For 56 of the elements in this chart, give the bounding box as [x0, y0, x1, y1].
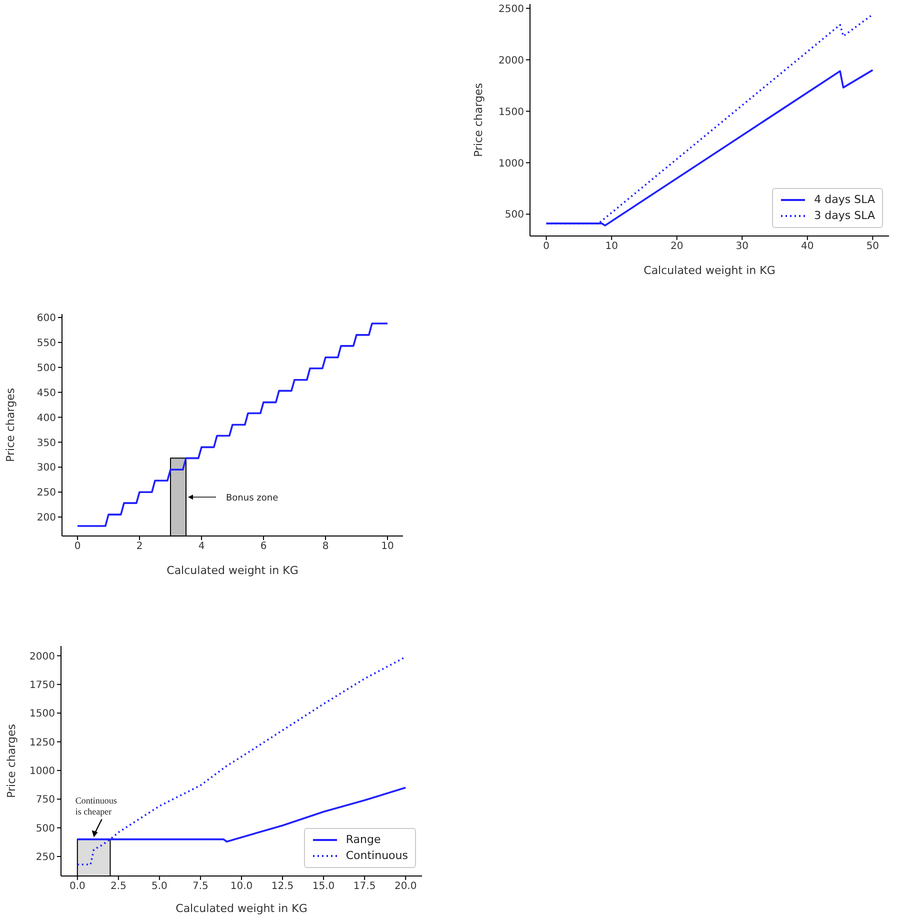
- x-tick-label: 17.5: [353, 881, 376, 892]
- x-tick-label: 2.5: [110, 881, 126, 892]
- y-tick-label: 600: [36, 313, 56, 324]
- x-tick-label: 0.0: [69, 881, 86, 892]
- x-axis-title: Calculated weight in KG: [644, 264, 776, 277]
- y-tick-label: 250: [36, 488, 56, 499]
- x-tick-label: 50: [866, 241, 880, 252]
- y-tick-label: 1500: [30, 708, 55, 720]
- x-tick-label: 7.5: [192, 881, 208, 892]
- x-tick-label: 0: [543, 241, 550, 252]
- x-tick-label: 20.0: [394, 881, 417, 892]
- y-tick-label: 1500: [498, 106, 524, 118]
- x-tick-label: 8: [322, 541, 329, 552]
- x-tick-label: 40: [801, 241, 814, 252]
- x-tick-label: 30: [736, 241, 749, 252]
- x-tick-label: 15.0: [312, 881, 335, 892]
- x-tick-label: 10: [605, 241, 618, 252]
- x-tick-label: 12.5: [271, 881, 294, 892]
- x-tick-label: 6: [260, 541, 267, 552]
- y-tick-label: 2500: [498, 4, 524, 15]
- y-tick-label: 1000: [498, 158, 524, 170]
- x-axis-title: Calculated weight in KG: [176, 902, 308, 915]
- x-tick-label: 2: [136, 541, 143, 552]
- legend-label: Range: [346, 832, 381, 848]
- y-axis-title: Price charges: [4, 724, 18, 798]
- y-tick-label: 350: [36, 438, 56, 449]
- y-tick-label: 550: [36, 338, 56, 349]
- legend-label: 3 days SLA: [814, 208, 875, 224]
- x-axis-title: Calculated weight in KG: [166, 564, 298, 577]
- x-tick-label: 0: [74, 541, 81, 552]
- y-axis-title: Price charges: [4, 388, 17, 462]
- y-tick-label: 300: [36, 462, 56, 474]
- y-axis-title: Price charges: [472, 82, 485, 157]
- y-tick-label: 1250: [30, 737, 55, 748]
- y-tick-label: 250: [36, 852, 55, 864]
- y-tick-label: 2000: [498, 55, 524, 66]
- x-tick-label: 10: [381, 541, 394, 552]
- y-tick-label: 400: [36, 412, 56, 424]
- y-tick-label: 2000: [30, 651, 55, 662]
- y-tick-label: 450: [36, 388, 56, 399]
- legend-label: 4 days SLA: [814, 192, 875, 208]
- x-tick-label: 5.0: [152, 881, 168, 892]
- band-label: Continuous is cheaper: [75, 795, 118, 816]
- x-tick-label: 4: [198, 541, 205, 552]
- band-label: Bonus zone: [226, 494, 279, 504]
- x-tick-label: 10.0: [230, 881, 253, 892]
- y-tick-label: 200: [36, 512, 56, 524]
- legend-label: Continuous: [346, 848, 408, 864]
- y-tick-label: 1750: [30, 680, 55, 691]
- line-series: [76, 322, 388, 527]
- y-tick-label: 750: [36, 794, 55, 806]
- y-tick-label: 500: [36, 362, 56, 374]
- y-tick-label: 1000: [30, 766, 55, 778]
- x-tick-label: 20: [670, 241, 684, 252]
- y-tick-label: 500: [504, 210, 524, 221]
- y-tick-label: 500: [36, 823, 55, 834]
